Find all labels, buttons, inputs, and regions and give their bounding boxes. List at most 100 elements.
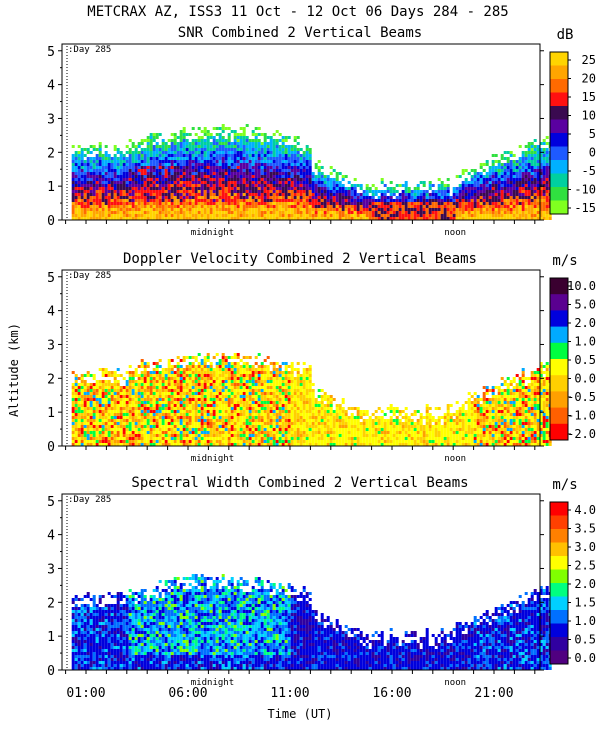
heat-cell — [206, 380, 210, 383]
heat-cell — [146, 431, 150, 434]
heat-cell — [248, 154, 252, 157]
heat-cell — [107, 202, 111, 205]
heat-cell — [182, 133, 186, 136]
heat-cell — [293, 208, 297, 211]
heat-cell — [74, 416, 78, 419]
heat-cell — [167, 148, 171, 151]
heat-cell — [215, 404, 219, 407]
heat-cell — [539, 157, 543, 160]
heat-cell — [170, 217, 174, 220]
heat-cell — [128, 217, 132, 220]
heat-cell — [194, 401, 198, 404]
heat-cell — [104, 434, 108, 437]
heat-cell — [110, 196, 114, 199]
heat-cell — [149, 383, 153, 386]
heat-cell — [203, 395, 207, 398]
heat-cell — [80, 419, 84, 422]
heat-cell — [125, 437, 129, 440]
heat-cell — [104, 407, 108, 410]
heat-cell — [158, 157, 162, 160]
heat-cell — [134, 208, 138, 211]
heat-cell — [170, 437, 174, 440]
heat-cell — [536, 145, 540, 148]
heat-cell — [347, 196, 351, 199]
heat-cell — [197, 380, 201, 383]
heat-cell — [116, 181, 120, 184]
heat-cell — [203, 368, 207, 371]
heat-cell — [77, 163, 81, 166]
heat-cell — [311, 199, 315, 202]
heat-cell — [266, 187, 270, 190]
heat-cell — [242, 190, 246, 193]
heat-cell — [134, 214, 138, 217]
heat-cell — [326, 196, 330, 199]
heat-cell — [461, 217, 465, 220]
heat-cell — [194, 199, 198, 202]
heat-cell — [89, 208, 93, 211]
heat-cell — [365, 190, 369, 193]
heat-cell — [194, 398, 198, 401]
heat-cell — [515, 196, 519, 199]
heat-cell — [125, 413, 129, 416]
heat-cell — [113, 404, 117, 407]
heat-cell — [236, 434, 240, 437]
heat-cell — [110, 169, 114, 172]
noon-label: noon — [444, 228, 466, 238]
heat-cell — [209, 380, 213, 383]
heat-cell — [74, 392, 78, 395]
heat-cell — [86, 178, 90, 181]
heat-cell — [119, 217, 123, 220]
heat-cell — [104, 401, 108, 404]
heat-cell — [134, 199, 138, 202]
heat-cell — [215, 178, 219, 181]
heat-cell — [476, 202, 480, 205]
heat-cell — [518, 166, 522, 169]
heat-cell — [116, 199, 120, 202]
heat-cell — [212, 148, 216, 151]
heat-cell — [374, 211, 378, 214]
heat-cell — [440, 187, 444, 190]
midnight-label: midnight — [191, 228, 234, 238]
heat-cell — [221, 422, 225, 425]
heat-cell — [149, 133, 153, 136]
heat-cell — [164, 437, 168, 440]
heat-cell — [287, 205, 291, 208]
heat-cell — [350, 199, 354, 202]
heat-cell — [434, 205, 438, 208]
heat-cell — [419, 199, 423, 202]
heat-cell — [179, 145, 183, 148]
heat-cell — [110, 193, 114, 196]
heat-cell — [281, 211, 285, 214]
heat-cell — [131, 404, 135, 407]
heat-cell — [86, 392, 90, 395]
heat-cell — [128, 190, 132, 193]
heat-cell — [92, 187, 96, 190]
heat-cell — [500, 184, 504, 187]
heat-cell — [365, 217, 369, 220]
heat-cell — [119, 205, 123, 208]
heat-cell — [188, 202, 192, 205]
heat-cell — [77, 193, 81, 196]
heat-cell — [542, 160, 546, 163]
heat-cell — [335, 217, 339, 220]
heat-cell — [257, 211, 261, 214]
heat-cell — [170, 359, 174, 362]
heat-cell — [197, 127, 201, 130]
heat-cell — [485, 163, 489, 166]
heat-cell — [119, 208, 123, 211]
heat-cell — [221, 407, 225, 410]
heat-cell — [482, 190, 486, 193]
heat-cell — [152, 362, 156, 365]
heat-cell — [125, 443, 129, 446]
heat-cell — [218, 217, 222, 220]
heat-cell — [194, 419, 198, 422]
heat-cell — [515, 160, 519, 163]
heat-cell — [416, 205, 420, 208]
heat-cell — [317, 178, 321, 181]
heat-cell — [140, 172, 144, 175]
heat-cell — [119, 386, 123, 389]
heat-cell — [179, 130, 183, 133]
heat-cell — [113, 205, 117, 208]
heat-cell — [158, 374, 162, 377]
heat-cell — [188, 199, 192, 202]
